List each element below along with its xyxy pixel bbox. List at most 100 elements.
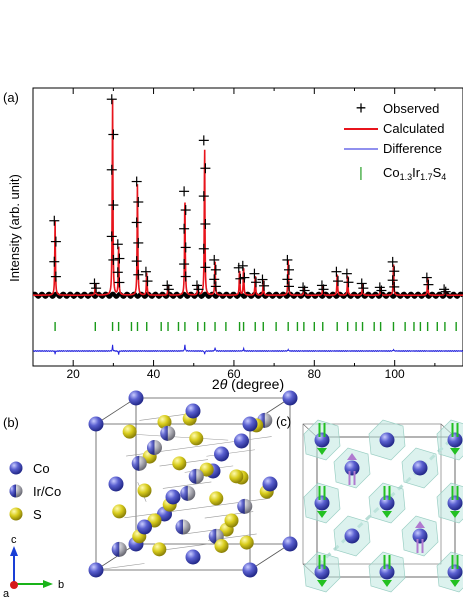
x-axis-label-unit: (degree) bbox=[227, 376, 284, 392]
co-atom bbox=[379, 564, 395, 580]
observed-peak-markers bbox=[89, 278, 102, 294]
spin-down-arrow-icon bbox=[317, 448, 327, 455]
spin-arrow-shaft bbox=[456, 555, 459, 569]
ir-co-atom-icon-half bbox=[9, 484, 16, 498]
co-atom bbox=[447, 495, 463, 511]
spin-arrow-shaft bbox=[383, 486, 386, 500]
c-axis-arrowhead-icon bbox=[10, 546, 18, 556]
observed-marker-icon: + bbox=[356, 98, 367, 118]
x-tick-label: 100 bbox=[385, 367, 405, 381]
legend-difference: Difference bbox=[344, 141, 442, 156]
co-atom bbox=[314, 564, 330, 580]
spin-down-arrow-icon bbox=[382, 511, 392, 518]
observed-peak-markers bbox=[298, 282, 310, 296]
b-axis-label: b bbox=[58, 579, 64, 591]
observed-peak-markers bbox=[49, 215, 61, 282]
x-tick-label: 40 bbox=[147, 367, 161, 381]
panel-label-c: (c) bbox=[276, 414, 291, 429]
observed-peak-markers bbox=[237, 260, 250, 283]
legend-phase-label: Co1.3Ir1.7S4 bbox=[383, 165, 446, 182]
co-atom bbox=[242, 562, 258, 578]
s-atom bbox=[152, 542, 167, 557]
co-atom bbox=[314, 495, 330, 511]
s-atom bbox=[214, 538, 229, 553]
observed-peak-markers bbox=[162, 280, 174, 295]
observed-peak-markers bbox=[439, 284, 451, 297]
observed-peak-markers bbox=[112, 239, 125, 288]
ir-co-atom-half bbox=[111, 541, 120, 557]
co-atom bbox=[214, 446, 229, 462]
co-atom bbox=[185, 549, 201, 565]
c-axis-label: c bbox=[11, 534, 17, 546]
s-atom bbox=[172, 456, 187, 471]
co-atom bbox=[242, 416, 258, 432]
ir-co-atom-half bbox=[180, 485, 188, 501]
legend-observed-label: Observed bbox=[383, 101, 439, 116]
observed-peak-markers bbox=[316, 280, 329, 295]
y-axis-label: Intensity (arb. unit) bbox=[7, 174, 22, 282]
pattern-plot: 20 40 60 80 100 Intensity (arb. unit) 2θ (de… bbox=[7, 87, 463, 392]
s-atom bbox=[112, 504, 127, 519]
co-atom bbox=[379, 432, 395, 448]
co-atom bbox=[88, 562, 104, 578]
s-atom bbox=[224, 513, 239, 528]
cell-edge bbox=[249, 543, 291, 571]
cell-edge bbox=[95, 397, 137, 425]
panel-label-b: (b) bbox=[3, 415, 19, 430]
spin-arrow-shaft bbox=[456, 423, 459, 437]
observed-peak-markers bbox=[331, 266, 344, 287]
spin-arrow-shaft bbox=[323, 423, 326, 437]
observed-peak-markers bbox=[209, 254, 221, 292]
s-atom bbox=[209, 491, 224, 506]
observed-peak-markers bbox=[140, 266, 153, 287]
spin-arrow-shaft bbox=[451, 555, 454, 569]
co-atom bbox=[165, 489, 181, 505]
atom-legend-ir-co: Ir/Co bbox=[33, 484, 61, 499]
x-axis-label: 2θ (degree) bbox=[212, 376, 284, 392]
spin-arrow-shaft bbox=[323, 486, 326, 500]
bond-line bbox=[206, 449, 255, 457]
observed-peak-markers bbox=[356, 278, 369, 294]
spin-up-arrow-icon bbox=[415, 521, 425, 528]
atom-legend-s: S bbox=[33, 507, 42, 522]
bond-line bbox=[162, 481, 212, 489]
legend-calculated: Calculated bbox=[344, 121, 444, 136]
co-atom bbox=[137, 519, 152, 535]
ir-co-atom-half bbox=[208, 528, 217, 544]
observed-peak-markers bbox=[233, 262, 246, 284]
co-atom bbox=[412, 460, 428, 476]
spin-arrow-shaft bbox=[318, 555, 321, 569]
spin-arrow-shaft bbox=[421, 539, 424, 553]
co-atom bbox=[379, 495, 395, 511]
observed-peak-markers bbox=[257, 274, 270, 291]
co-atom bbox=[344, 460, 360, 476]
s-atom bbox=[189, 431, 204, 446]
spin-down-arrow-icon bbox=[450, 448, 460, 455]
observed-peak-markers bbox=[341, 268, 354, 288]
spin-arrow-shaft bbox=[416, 539, 419, 553]
co-atom bbox=[128, 390, 144, 406]
spin-arrow-shaft bbox=[318, 486, 321, 500]
x-axis-label-prefix: 2 bbox=[212, 376, 220, 392]
ir-co-atom-half bbox=[131, 455, 140, 471]
ir-co-atom-half bbox=[147, 440, 155, 455]
x-axis-label-theta: θ bbox=[220, 376, 228, 392]
a-axis-dot-icon bbox=[10, 581, 18, 589]
ir-co-atom-half bbox=[160, 425, 168, 441]
x-tick-label: 60 bbox=[227, 367, 241, 381]
observed-peak-markers bbox=[191, 280, 204, 295]
magnetic-structure bbox=[302, 419, 463, 593]
observed-peak-markers bbox=[282, 254, 294, 292]
co-atom bbox=[185, 403, 201, 419]
spin-down-arrow-icon bbox=[382, 580, 392, 587]
spin-arrow-shaft bbox=[388, 486, 391, 500]
x-tick-label: 80 bbox=[308, 367, 322, 381]
s-atom bbox=[157, 415, 172, 430]
s-atom bbox=[137, 483, 152, 498]
atom-legend: Co Ir/Co S bbox=[9, 461, 61, 522]
co-atom bbox=[108, 476, 124, 492]
co-atom bbox=[412, 528, 428, 544]
spin-arrow-shaft bbox=[353, 471, 356, 485]
panel-label-a: (a) bbox=[3, 90, 19, 105]
bond-line bbox=[122, 433, 229, 441]
